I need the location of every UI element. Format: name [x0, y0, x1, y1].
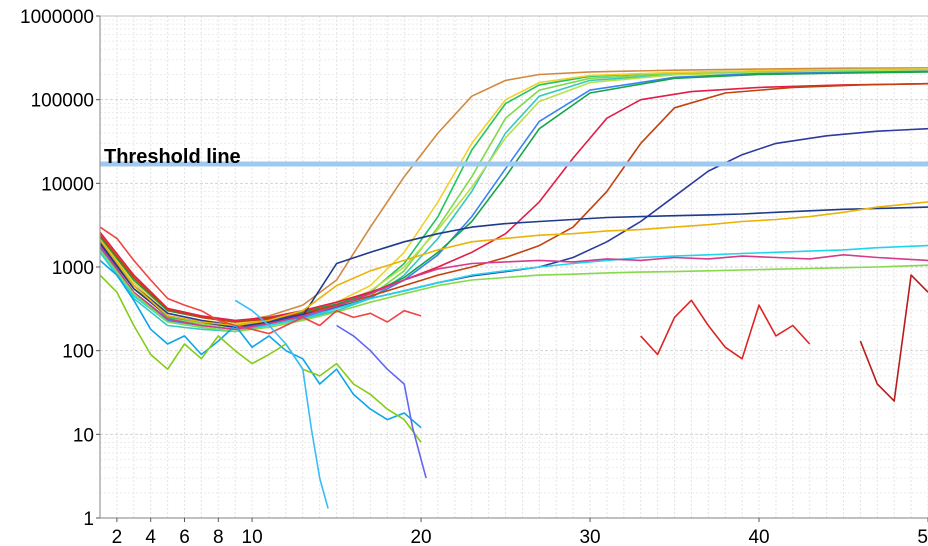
x-tick-label: 6: [179, 527, 190, 546]
x-tick-label: 10: [242, 527, 263, 546]
x-tick-label: 2: [112, 527, 123, 546]
x-tick-label: 8: [213, 527, 224, 546]
x-axis-ticks: 2 4 6 8 10 20 30 40 50: [112, 518, 928, 546]
threshold: Threshold line: [100, 146, 928, 168]
x-tick-label: 30: [579, 527, 600, 546]
series-layer: [99, 67, 928, 509]
series-line-17: [99, 226, 422, 335]
series-line-22: [640, 299, 811, 360]
series-line-3: [99, 68, 928, 329]
y-tick-label: 1000000: [20, 7, 94, 28]
y-tick-label: 10: [73, 425, 94, 446]
series-line-16: [99, 249, 928, 333]
y-tick-label: 100: [62, 342, 94, 363]
x-tick-label: 20: [410, 527, 431, 546]
y-tick-label: 100000: [31, 91, 94, 112]
series-line-18: [99, 259, 422, 429]
x-tick-label: 4: [145, 527, 156, 546]
y-axis-ticks: 1 10 100 1000 10000 100000 1000000: [20, 7, 100, 530]
x-tick-label: 50: [917, 527, 928, 546]
y-tick-label: 1: [83, 509, 94, 530]
x-tick-label: 40: [748, 527, 769, 546]
threshold-label: Threshold line: [104, 146, 241, 168]
y-tick-label: 1000: [52, 258, 94, 279]
series-line-23: [859, 274, 928, 402]
series-line-15: [99, 245, 928, 331]
y-tick-label: 10000: [41, 174, 94, 195]
grid: [99, 15, 928, 519]
series-line-20: [234, 299, 329, 509]
series-line-12: [99, 206, 928, 329]
series-line-21: [336, 324, 427, 479]
series-line-19: [99, 274, 422, 443]
